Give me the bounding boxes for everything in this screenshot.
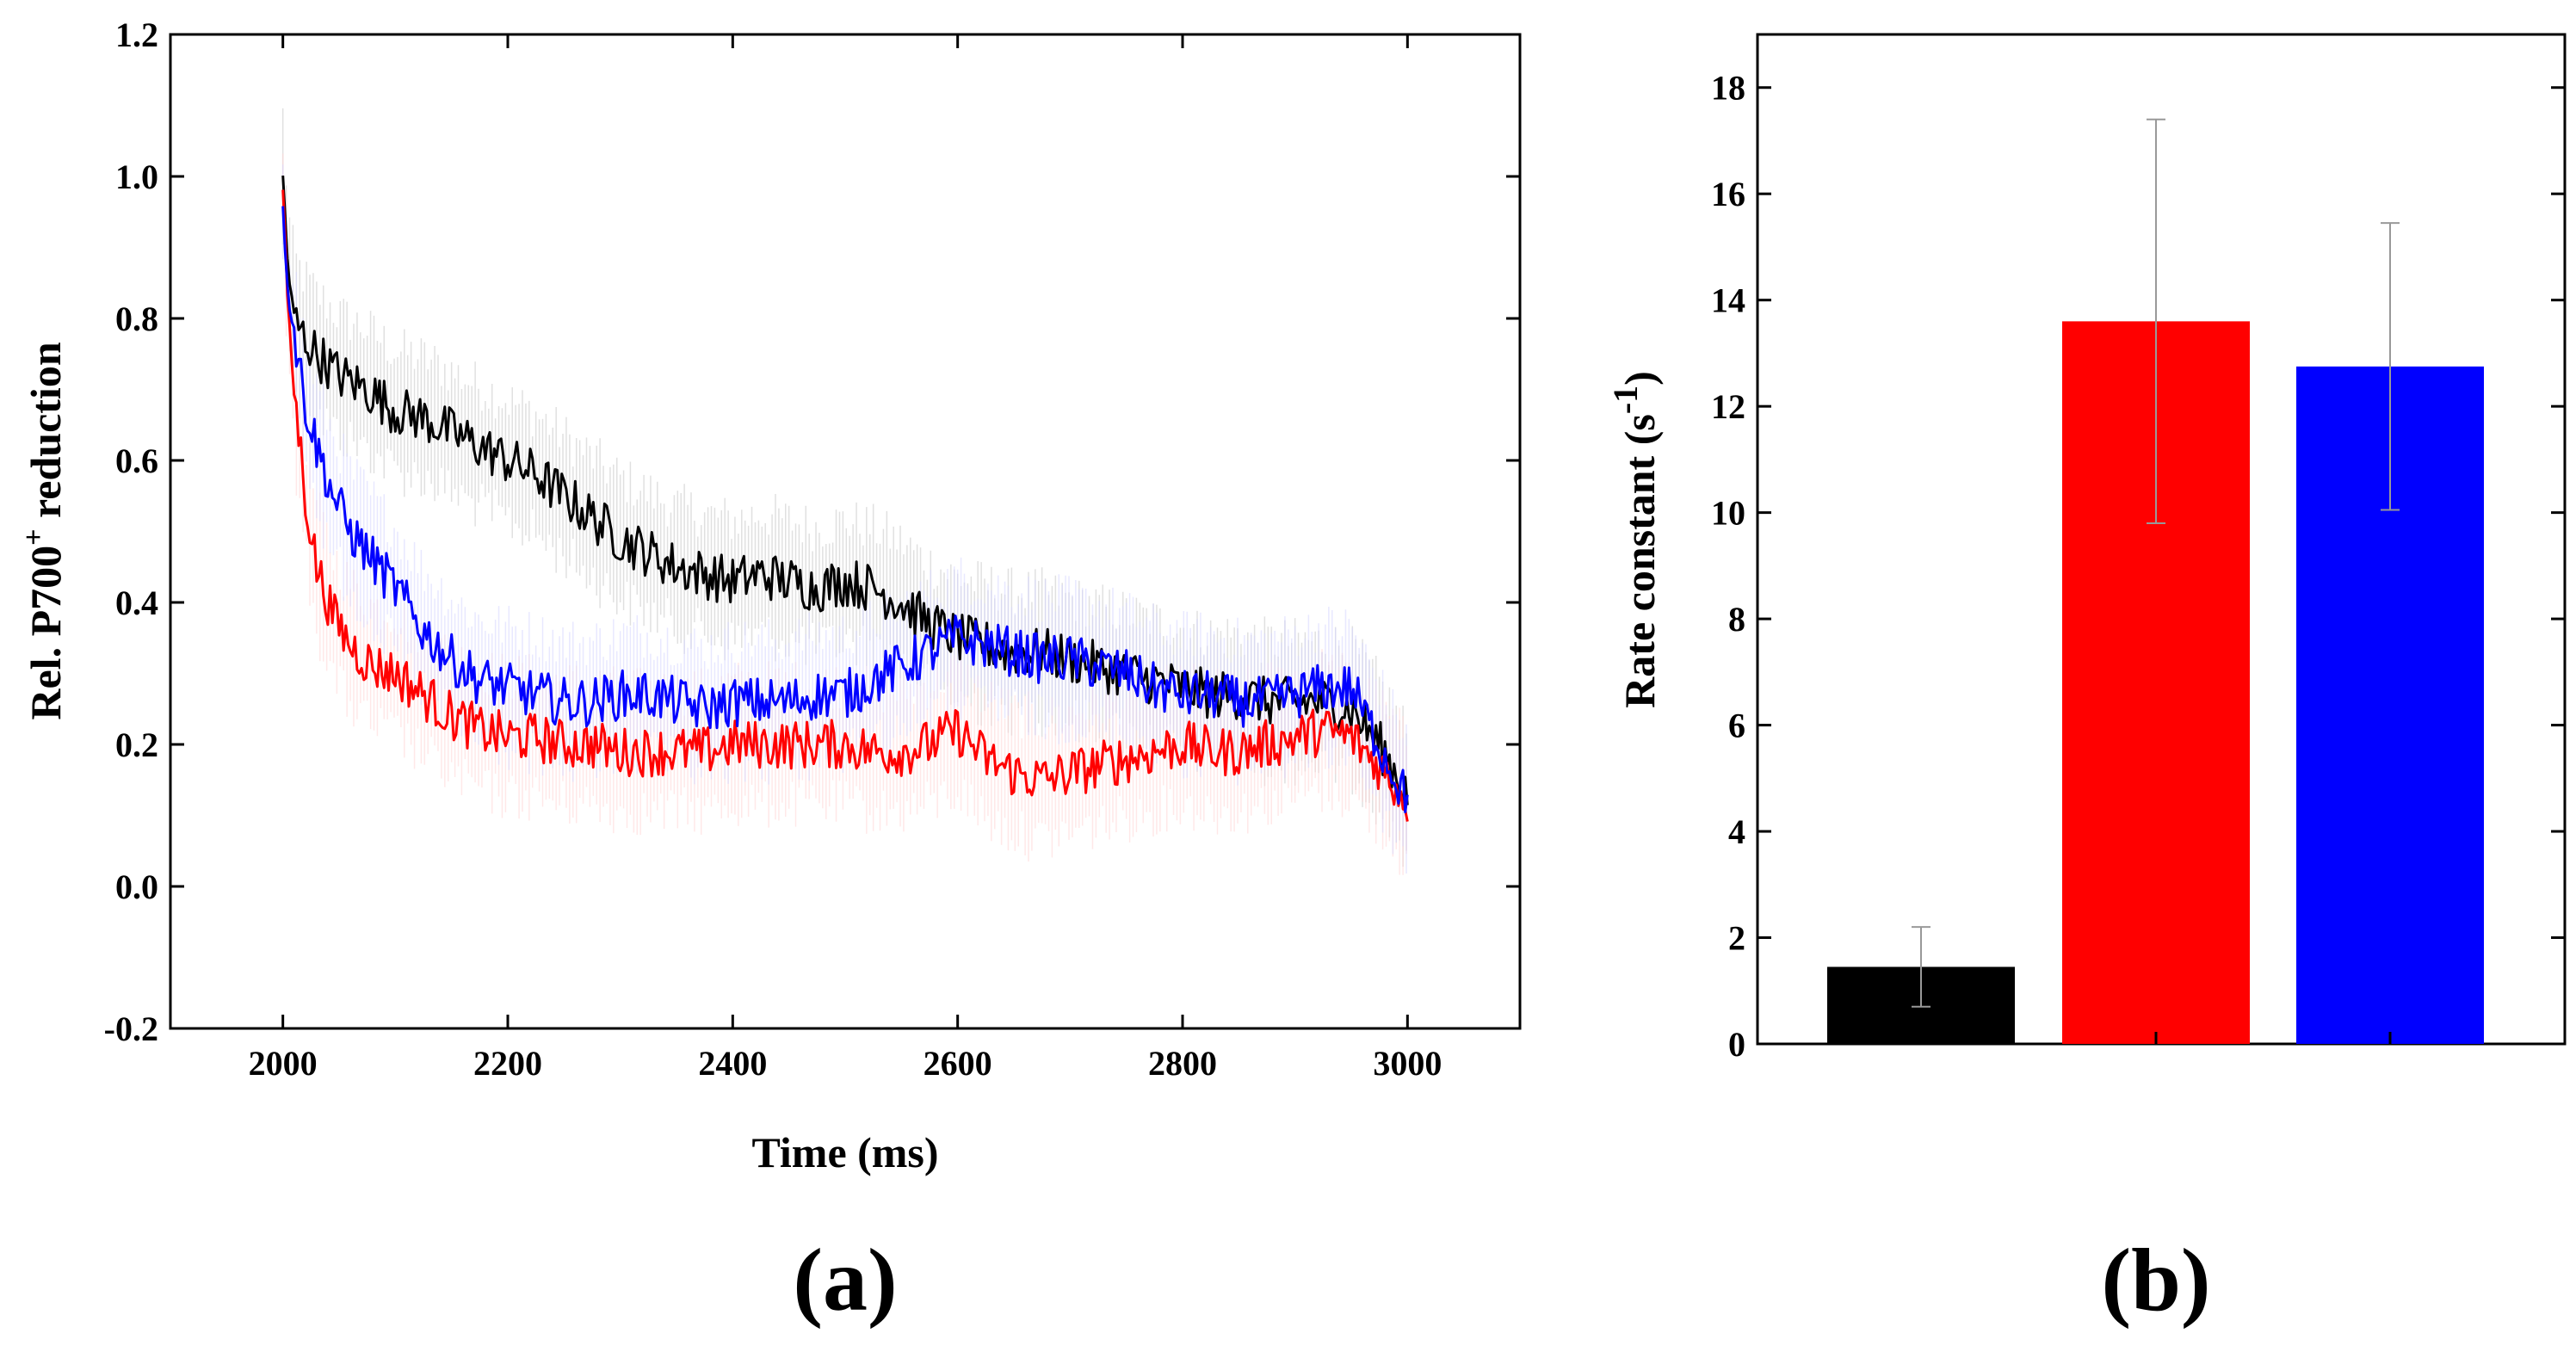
y-tick-label: 8 xyxy=(1728,600,1745,639)
y-tick-label: 6 xyxy=(1728,707,1745,745)
x-tick-label: 2600 xyxy=(924,1044,992,1083)
x-tick-label: 2000 xyxy=(249,1044,318,1083)
y-tick-label: 10 xyxy=(1711,494,1745,533)
series-line-black xyxy=(281,176,1409,806)
y-tick-label: 4 xyxy=(1728,812,1745,851)
y-tick-label: 1.2 xyxy=(115,15,158,54)
x-axis-ticks: 2000 2200 2400 2600 2800 3000 xyxy=(249,34,1442,1083)
y-tick-label: 0.2 xyxy=(115,725,158,764)
y-axis-ticks: -0.2 0.0 0.2 0.4 0.6 0.8 1.0 1.2 xyxy=(104,15,1520,1048)
y-tick-label: 2 xyxy=(1728,919,1745,958)
x-tick-label: 2800 xyxy=(1148,1044,1217,1083)
y-tick-label: 18 xyxy=(1711,69,1745,108)
series-line-red xyxy=(281,189,1409,822)
y-tick-label: 0 xyxy=(1728,1025,1745,1064)
line-chart-panel: -0.2 0.0 0.2 0.4 0.6 0.8 1.0 1.2 2000 2200 2400 26… xyxy=(18,15,1522,1330)
x-axis-title: Time (ms) xyxy=(751,1128,938,1176)
series-line-blue xyxy=(281,206,1409,814)
x-tick-label: 2400 xyxy=(698,1044,767,1083)
y-tick-label: 12 xyxy=(1711,387,1745,426)
y-tick-label: 0.6 xyxy=(115,441,158,480)
bar-chart-panel: 0 2 4 6 8 10 12 14 16 18 Rate constant (s-1) (b) xyxy=(1606,33,2567,1330)
y-axis-title: Rel. P700+ reduction xyxy=(18,342,70,719)
y-tick-label: 1.0 xyxy=(115,157,158,196)
y-tick-label: 0.4 xyxy=(115,583,158,622)
y-tick-label: 14 xyxy=(1711,281,1745,320)
error-band-layer xyxy=(281,108,1407,875)
series-layer xyxy=(281,176,1409,822)
x-tick-label: 2200 xyxy=(473,1044,542,1083)
x-tick-label: 3000 xyxy=(1373,1044,1442,1083)
y-tick-label: 0.8 xyxy=(115,299,158,338)
panel-label-a: (a) xyxy=(793,1231,897,1330)
y-tick-label: 0.0 xyxy=(115,867,158,906)
bars-layer xyxy=(1827,118,2484,1045)
y-tick-label: -0.2 xyxy=(104,1009,158,1048)
y-tick-label: 16 xyxy=(1711,175,1745,213)
y-axis-title: Rate constant (s-1) xyxy=(1606,371,1664,708)
panel-label-b: (b) xyxy=(2101,1231,2210,1330)
y-axis-ticks: 0 2 4 6 8 10 12 14 16 18 xyxy=(1711,69,2565,1064)
plot-frame xyxy=(169,33,1522,1030)
